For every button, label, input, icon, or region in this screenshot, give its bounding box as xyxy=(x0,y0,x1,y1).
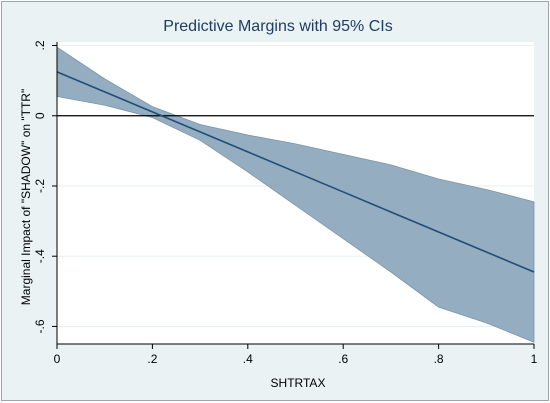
y-tick-label: -.6 xyxy=(33,319,47,333)
x-tick-label: .2 xyxy=(147,352,157,366)
margin-line xyxy=(56,71,535,273)
x-tick-label: 0 xyxy=(54,352,61,366)
plot-layer: .2 0 -.2 -.4 -.6 0 .2 .4 .6 .8 1 xyxy=(33,40,538,366)
y-axis-title: Marginal Impact of "SHADOW" on "TTR" xyxy=(19,89,33,305)
chart-title: Predictive Margins with 95% CIs xyxy=(163,18,392,35)
x-tick-label: .4 xyxy=(243,352,253,366)
x-axis-title: SHTRTAX xyxy=(271,376,326,390)
x-tick-label: 1 xyxy=(531,352,538,366)
y-tick-label: -.2 xyxy=(33,179,47,193)
x-tick-label: .8 xyxy=(434,352,444,366)
x-tick-label: .6 xyxy=(338,352,348,366)
confidence-band xyxy=(56,46,535,343)
y-tick-label: 0 xyxy=(33,112,47,119)
y-tick-label: -.4 xyxy=(33,249,47,263)
y-tick-label: .2 xyxy=(33,40,47,50)
